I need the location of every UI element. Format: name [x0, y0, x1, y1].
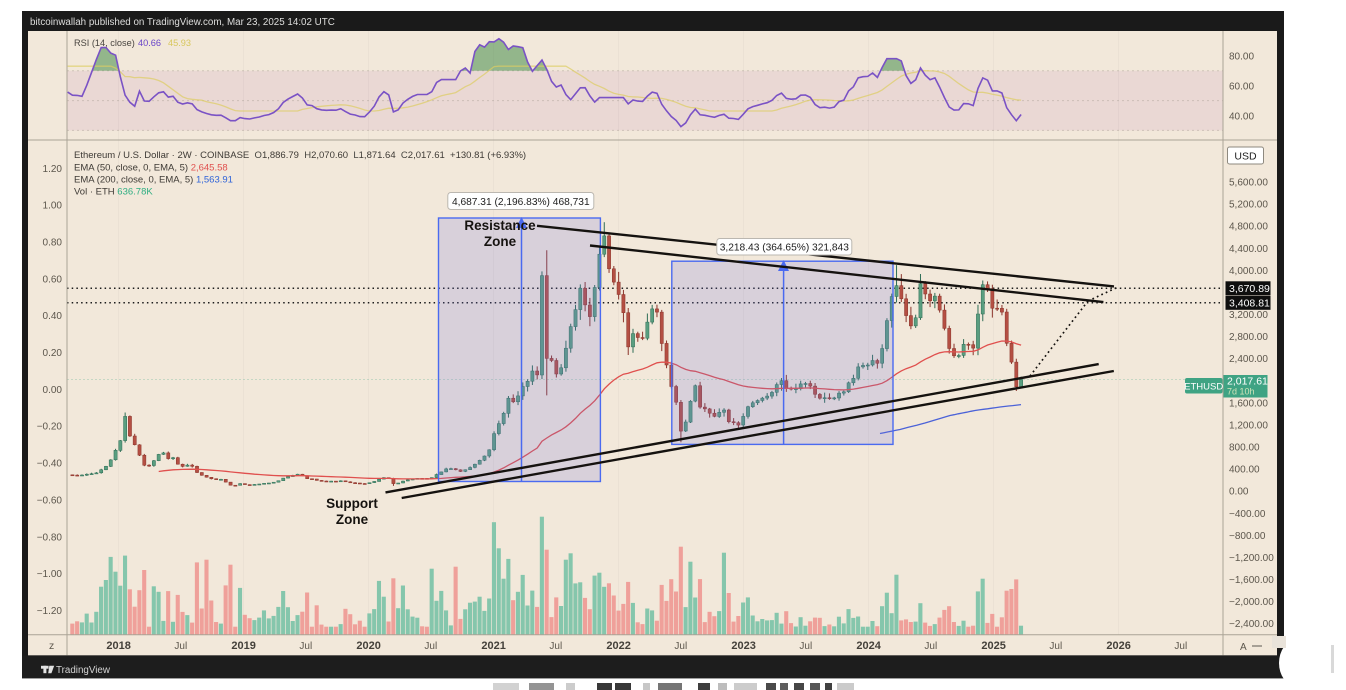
svg-text:Jul: Jul	[1174, 641, 1187, 652]
svg-text:2,017.61: 2,017.61	[1227, 376, 1268, 388]
svg-text:EMA (50, close, 0, EMA, 5) 2,6: EMA (50, close, 0, EMA, 5) 2,645.58	[74, 163, 228, 174]
svg-text:Jul: Jul	[549, 641, 562, 652]
svg-text:2021: 2021	[481, 640, 505, 652]
svg-text:2022: 2022	[606, 640, 630, 652]
svg-text:0.60: 0.60	[43, 274, 63, 285]
svg-text:Resistance: Resistance	[464, 218, 536, 233]
svg-text:1,200.00: 1,200.00	[1229, 421, 1268, 432]
svg-text:3,200.00: 3,200.00	[1229, 310, 1268, 321]
svg-text:TradingView: TradingView	[56, 665, 111, 676]
svg-text:0.20: 0.20	[43, 348, 63, 359]
svg-text:Jul: Jul	[924, 641, 937, 652]
svg-text:2020: 2020	[356, 640, 380, 652]
svg-text:−0.80: −0.80	[37, 532, 63, 543]
svg-text:−0.60: −0.60	[37, 495, 63, 506]
svg-text:−2,400.00: −2,400.00	[1229, 619, 1274, 630]
svg-text:2025: 2025	[981, 640, 1005, 652]
svg-text:−1.00: −1.00	[37, 569, 63, 580]
svg-text:60.00: 60.00	[1229, 81, 1254, 92]
svg-text:2018: 2018	[106, 640, 130, 652]
svg-text:Jul: Jul	[674, 641, 687, 652]
svg-text:4,400.00: 4,400.00	[1229, 244, 1268, 255]
svg-text:0.00: 0.00	[1229, 487, 1249, 498]
svg-text:Zone: Zone	[336, 512, 369, 527]
svg-text:Jul: Jul	[174, 641, 187, 652]
svg-text:3,218.43 (364.65%) 321,843: 3,218.43 (364.65%) 321,843	[720, 243, 849, 254]
svg-text:Vol · ETH 636.78K: Vol · ETH 636.78K	[74, 187, 153, 198]
svg-text:2026: 2026	[1106, 640, 1130, 652]
svg-text:2024: 2024	[856, 640, 881, 652]
svg-text:7d 10h: 7d 10h	[1227, 387, 1255, 397]
svg-text:Jul: Jul	[299, 641, 312, 652]
svg-text:0.80: 0.80	[43, 238, 63, 249]
svg-text:1,600.00: 1,600.00	[1229, 398, 1268, 409]
svg-text:−1,600.00: −1,600.00	[1229, 575, 1274, 586]
svg-text:1.20: 1.20	[43, 164, 63, 175]
svg-text:40.00: 40.00	[1229, 111, 1254, 122]
svg-text:4,000.00: 4,000.00	[1229, 266, 1268, 277]
svg-text:0.40: 0.40	[43, 311, 63, 322]
svg-text:bitcoinwallah published on Tra: bitcoinwallah published on TradingView.c…	[30, 17, 335, 28]
svg-text:USD: USD	[1234, 151, 1257, 163]
svg-text:2023: 2023	[731, 640, 755, 652]
svg-text:1.00: 1.00	[43, 201, 63, 212]
svg-text:EMA (200, close, 0, EMA, 5) 1,: EMA (200, close, 0, EMA, 5) 1,563.91	[74, 175, 233, 186]
svg-text:2,400.00: 2,400.00	[1229, 354, 1268, 365]
svg-text:Ethereum / U.S. Dollar · 2W ·: Ethereum / U.S. Dollar · 2W · COINBASE O…	[74, 150, 526, 161]
svg-text:800.00: 800.00	[1229, 443, 1260, 454]
svg-text:4,687.31 (2,196.83%) 468,731: 4,687.31 (2,196.83%) 468,731	[452, 197, 590, 208]
svg-text:Zone: Zone	[484, 234, 517, 249]
svg-text:Support: Support	[326, 496, 378, 511]
svg-text:−0.20: −0.20	[37, 422, 63, 433]
svg-text:3,670.89: 3,670.89	[1229, 283, 1270, 295]
svg-text:Jul: Jul	[424, 641, 437, 652]
svg-text:A: A	[1240, 642, 1247, 653]
svg-text:Jul: Jul	[1049, 641, 1062, 652]
svg-text:3,408.81: 3,408.81	[1229, 298, 1270, 310]
svg-text:−0.40: −0.40	[37, 459, 63, 470]
svg-text:400.00: 400.00	[1229, 465, 1260, 476]
svg-text:−400.00: −400.00	[1229, 509, 1266, 520]
svg-text:2019: 2019	[231, 640, 255, 652]
svg-text:−800.00: −800.00	[1229, 531, 1266, 542]
svg-text:−1,200.00: −1,200.00	[1229, 553, 1274, 564]
svg-text:−1.20: −1.20	[37, 606, 63, 617]
svg-text:4,800.00: 4,800.00	[1229, 222, 1268, 233]
svg-text:2,800.00: 2,800.00	[1229, 332, 1268, 343]
svg-text:80.00: 80.00	[1229, 52, 1254, 63]
svg-text:5,600.00: 5,600.00	[1229, 178, 1268, 189]
svg-text:Jul: Jul	[799, 641, 812, 652]
svg-text:0.00: 0.00	[43, 385, 63, 396]
svg-text:5,200.00: 5,200.00	[1229, 200, 1268, 211]
svg-text:ETHUSD: ETHUSD	[1184, 381, 1223, 392]
svg-text:z: z	[49, 640, 54, 652]
svg-text:−2,000.00: −2,000.00	[1229, 597, 1274, 608]
svg-text:45.93: 45.93	[168, 38, 191, 48]
svg-text:RSI (14, close): RSI (14, close)	[74, 38, 135, 48]
svg-text:40.66: 40.66	[138, 38, 161, 48]
